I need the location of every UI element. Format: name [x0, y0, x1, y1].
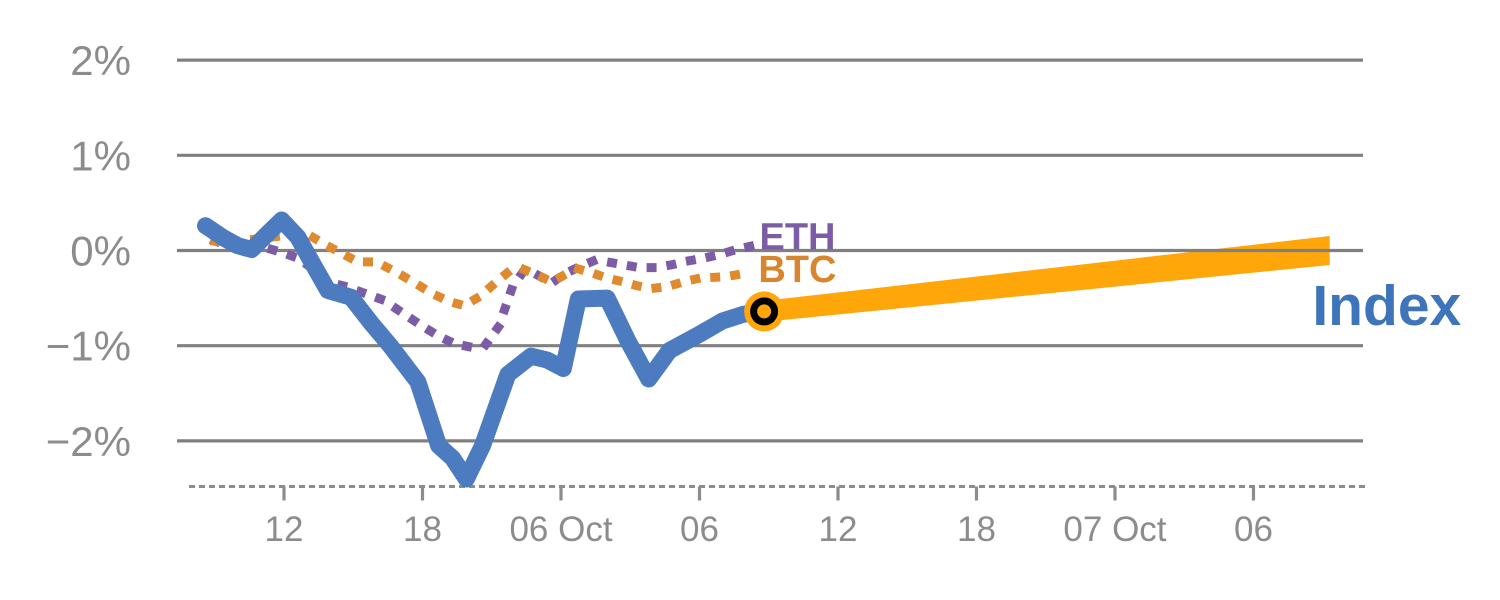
- current-point-marker-disc: [744, 291, 785, 332]
- annotation-eth-label: ETH: [760, 217, 836, 259]
- x-tick-label: 18: [957, 510, 996, 549]
- y-tick-label: 1%: [70, 132, 131, 179]
- current-point-marker-ring: [750, 297, 779, 326]
- series-eth-line: [209, 235, 758, 352]
- annotation-btc-label: BTC: [758, 249, 836, 291]
- y-tick-label: −1%: [46, 323, 131, 370]
- series-index-projection-band: [764, 236, 1330, 322]
- series-index-line: [197, 211, 773, 488]
- annotation-index-label: Index: [1312, 274, 1461, 338]
- y-tick-label: −2%: [46, 418, 131, 465]
- x-tick-label: 06: [680, 510, 719, 549]
- x-tick-label: 12: [819, 510, 858, 549]
- x-tick-label: 07 Oct: [1063, 510, 1166, 549]
- series-btc-line: [209, 230, 756, 311]
- x-tick-label: 12: [265, 510, 304, 549]
- x-tick-label: 18: [403, 510, 442, 549]
- x-tick-label: 06 Oct: [509, 510, 612, 549]
- y-tick-label: 0%: [70, 228, 131, 275]
- x-tick-label: 06: [1234, 510, 1273, 549]
- y-tick-label: 2%: [70, 37, 131, 84]
